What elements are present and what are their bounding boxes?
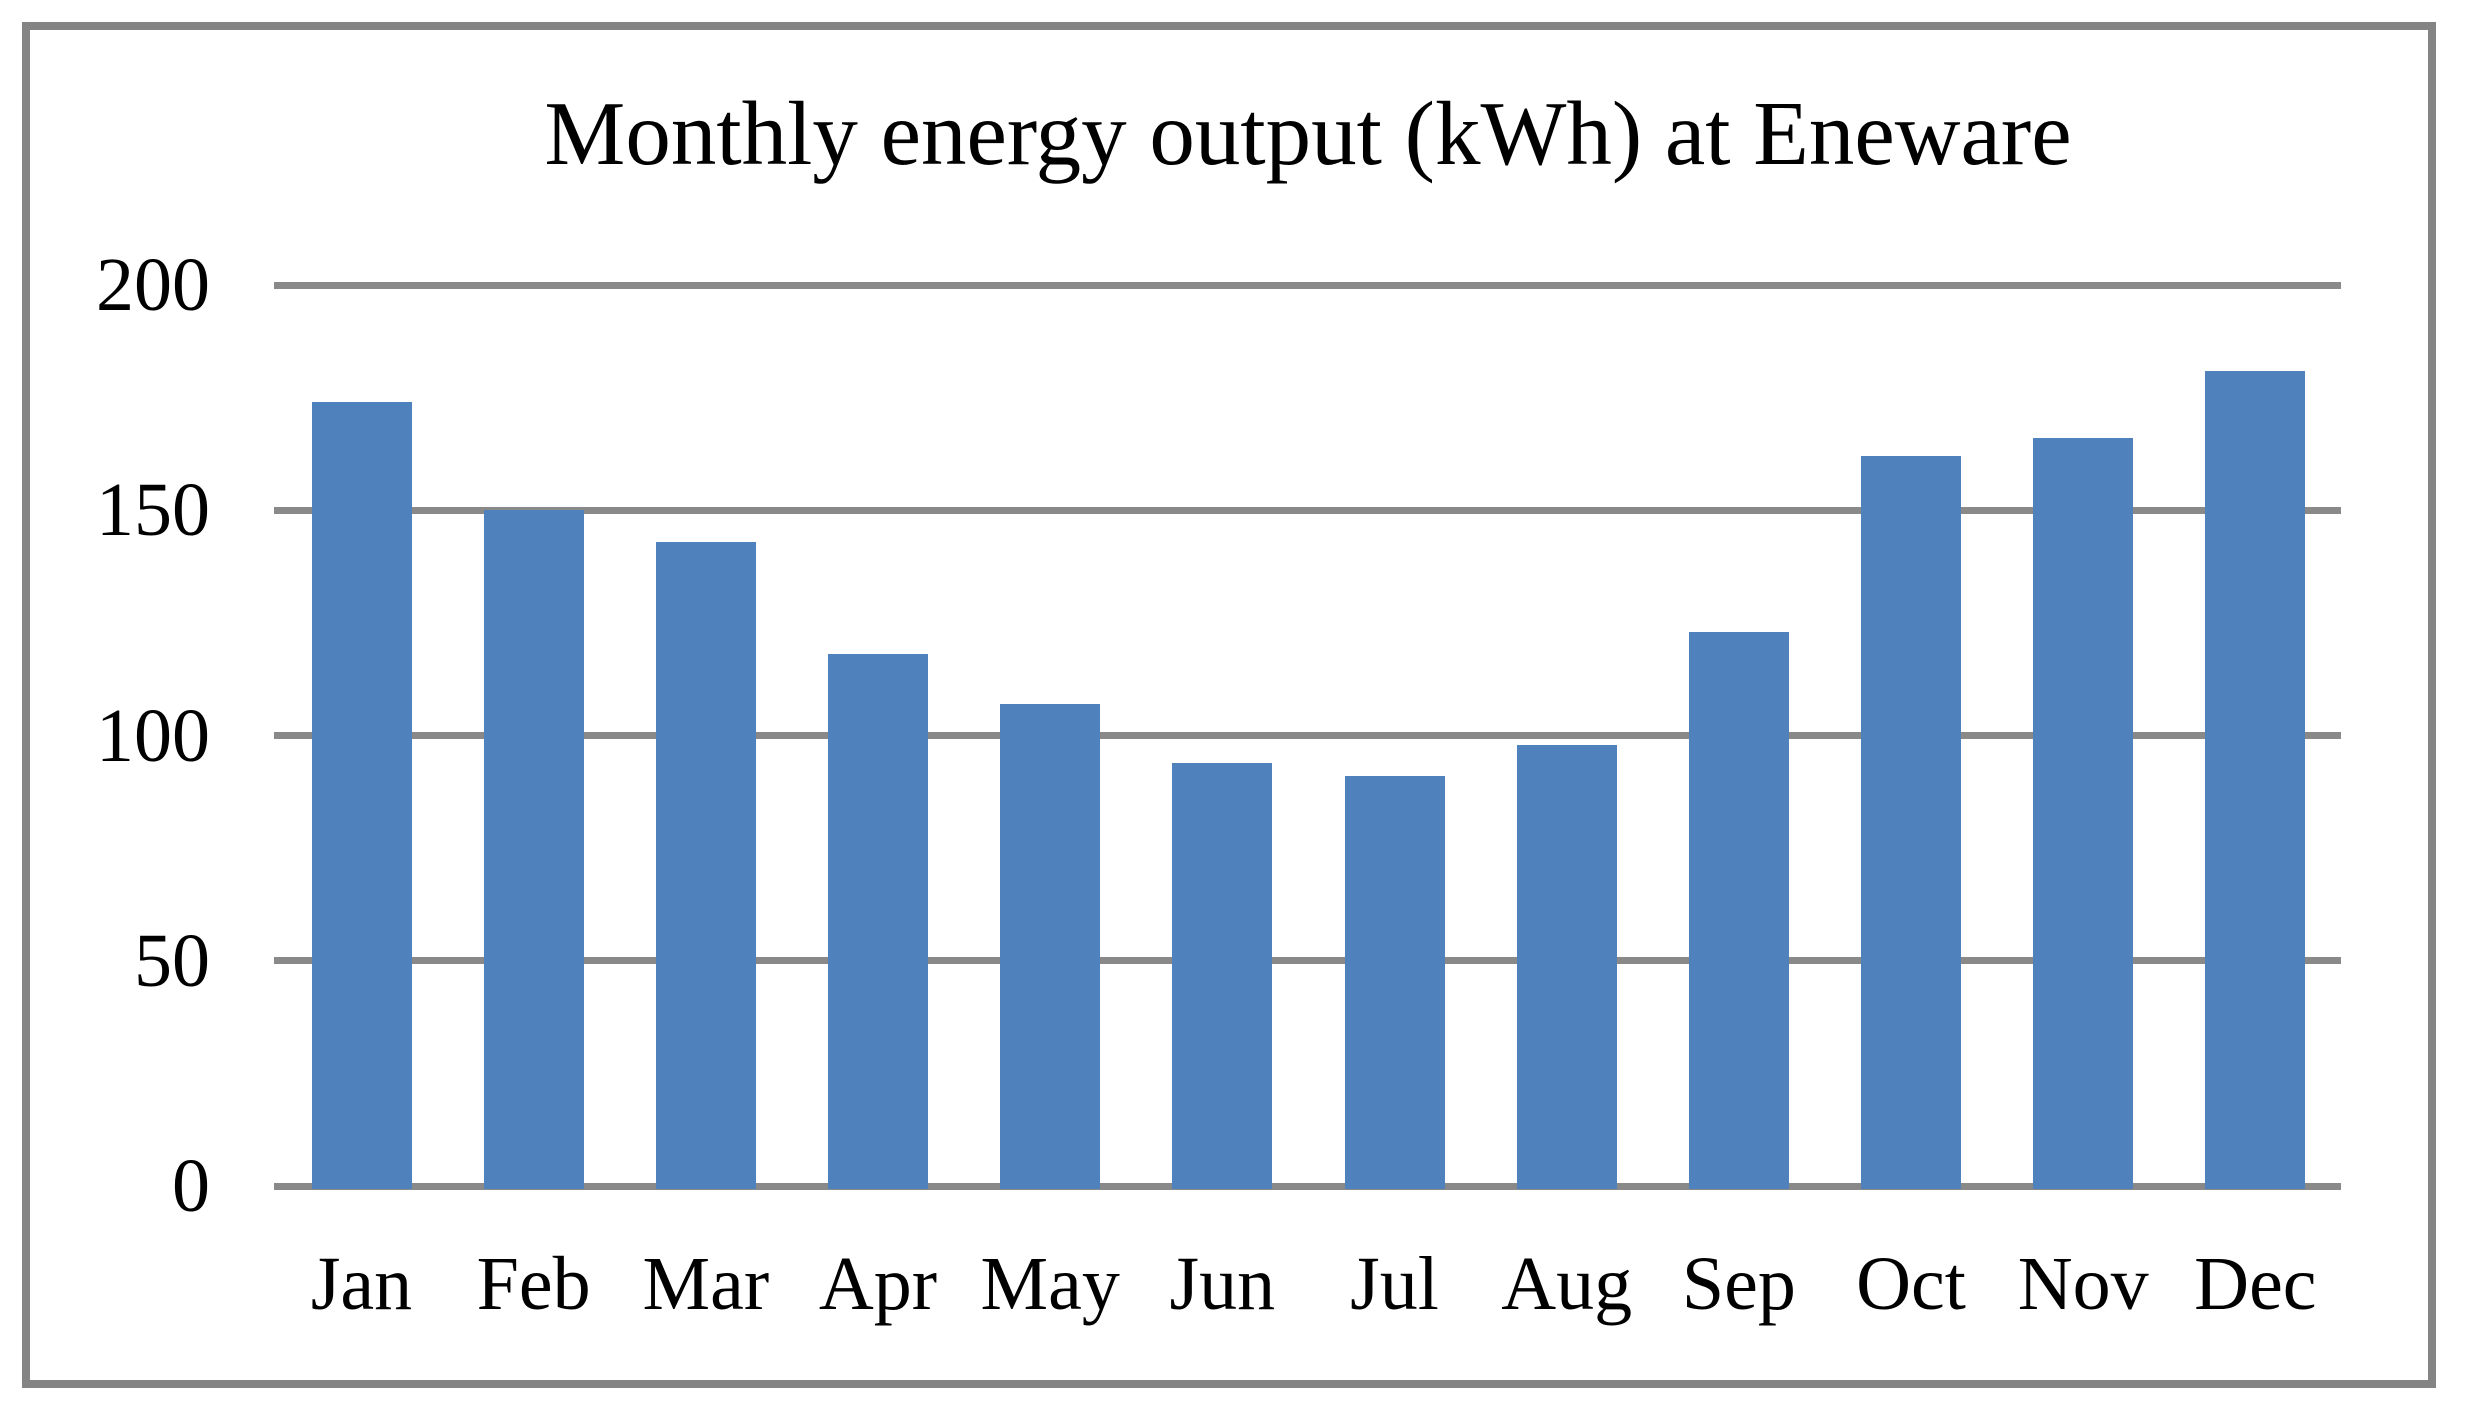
gridline-100 [274,732,2341,739]
x-axis-label-dec: Dec [2194,1242,2317,1326]
bar-mar[interactable] [655,541,756,1189]
y-axis-label-200: 200 [96,243,210,327]
x-axis-label-jan: Jan [310,1242,413,1326]
gridline-150 [274,506,2341,514]
x-axis-label-oct: Oct [1856,1242,1966,1326]
x-axis-label-aug: Aug [1501,1242,1633,1326]
gridline-200 [274,281,2341,289]
bar-jan[interactable] [311,402,412,1189]
x-axis-label-sep: Sep [1681,1242,1796,1326]
bar-jun[interactable] [1172,762,1273,1189]
bar-nov[interactable] [2033,438,2134,1189]
bar-oct[interactable] [1861,456,1962,1189]
y-axis-label-0: 0 [172,1144,210,1228]
x-axis-label-feb: Feb [476,1242,591,1326]
bar-apr[interactable] [828,654,928,1189]
bar-jul[interactable] [1344,776,1445,1189]
bar-aug[interactable] [1516,744,1617,1189]
gridline-0 [274,1182,2341,1190]
y-axis-label-100: 100 [96,693,210,778]
bar-dec[interactable] [2205,370,2306,1189]
bar-feb[interactable] [483,510,584,1189]
bar-may[interactable] [1000,703,1101,1189]
gridline-50 [274,957,2341,965]
x-axis-label-jun: Jun [1169,1242,1276,1326]
x-axis-label-jul: Jul [1350,1242,1439,1326]
y-axis-label-150: 150 [96,468,210,553]
y-axis-label-50: 50 [134,918,210,1003]
x-axis-label-nov: Nov [2017,1242,2149,1326]
chart-title: Monthly energy output (kWh) at Eneware [544,83,2072,184]
bar-sep[interactable] [1688,631,1789,1189]
x-axis-label-may: May [980,1242,1120,1326]
x-axis-label-apr: Apr [818,1242,938,1326]
x-axis-label-mar: Mar [642,1242,770,1326]
